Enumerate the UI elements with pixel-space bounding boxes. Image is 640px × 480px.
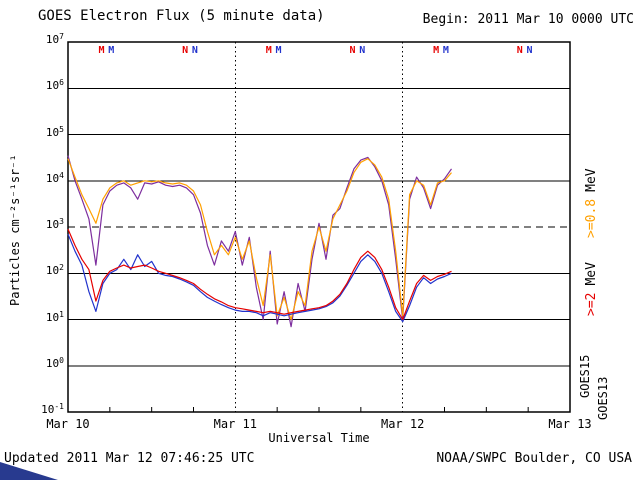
energy-0.8-label: >=0.8 bbox=[584, 198, 599, 238]
series-goes13-0.8-mev bbox=[67, 155, 452, 328]
y-tick-label: 10-1 bbox=[41, 402, 64, 416]
x-tick-label: Mar 13 bbox=[548, 417, 592, 431]
legend-goes15: GOES15 bbox=[578, 354, 592, 398]
local-noon-marker: N bbox=[192, 45, 198, 56]
local-midnight-marker: M bbox=[433, 45, 439, 56]
x-tick-label: Mar 12 bbox=[380, 417, 425, 431]
y-tick-label: 104 bbox=[45, 170, 64, 185]
y-tick-label: 107 bbox=[45, 32, 64, 46]
legend-ge-2-mev: >=2 MeV bbox=[584, 262, 599, 316]
updated-timestamp: Updated 2011 Mar 12 07:46:25 UTC bbox=[4, 451, 255, 466]
plot-frame bbox=[67, 41, 571, 413]
series-goes15-0.8-mev bbox=[67, 158, 452, 321]
series-goes15-2-mev bbox=[67, 228, 452, 321]
legend-ge-0.8-mev: >=0.8 MeV bbox=[584, 168, 599, 238]
y-tick-label: 103 bbox=[45, 217, 64, 231]
x-tick-label: Mar 11 bbox=[213, 417, 257, 431]
local-midnight-marker: M bbox=[443, 45, 449, 56]
local-midnight-marker: M bbox=[266, 45, 272, 56]
x-axis-label: Universal Time bbox=[268, 431, 370, 445]
energy-2-label: >=2 bbox=[584, 292, 599, 316]
local-noon-marker: N bbox=[527, 45, 533, 56]
y-tick-label: 101 bbox=[45, 309, 64, 324]
local-midnight-marker: M bbox=[108, 45, 114, 56]
mev-unit-label: MeV bbox=[584, 168, 599, 192]
series-goes13-2-mev bbox=[67, 233, 452, 323]
y-axis-label: Particles cm⁻²s⁻¹sr⁻¹ bbox=[8, 154, 22, 306]
y-tick-label: 102 bbox=[45, 263, 64, 278]
local-noon-marker: N bbox=[359, 45, 365, 56]
y-tick-label: 106 bbox=[45, 78, 64, 93]
legend-goes13: GOES13 bbox=[596, 376, 610, 420]
local-noon-marker: N bbox=[517, 45, 523, 56]
local-midnight-marker: M bbox=[276, 45, 282, 56]
mev-unit-label: MeV bbox=[584, 262, 599, 286]
local-noon-marker: N bbox=[182, 45, 188, 56]
x-tick-label: Mar 10 bbox=[46, 417, 90, 431]
credit-text: NOAA/SWPC Boulder, CO USA bbox=[436, 451, 632, 466]
y-tick-label: 100 bbox=[45, 355, 64, 370]
local-noon-marker: N bbox=[349, 45, 355, 56]
local-midnight-marker: M bbox=[98, 45, 104, 56]
begin-timestamp: Begin: 2011 Mar 10 0000 UTC bbox=[422, 12, 634, 27]
y-tick-label: 105 bbox=[45, 124, 64, 139]
chart-title: GOES Electron Flux (5 minute data) bbox=[38, 8, 325, 24]
